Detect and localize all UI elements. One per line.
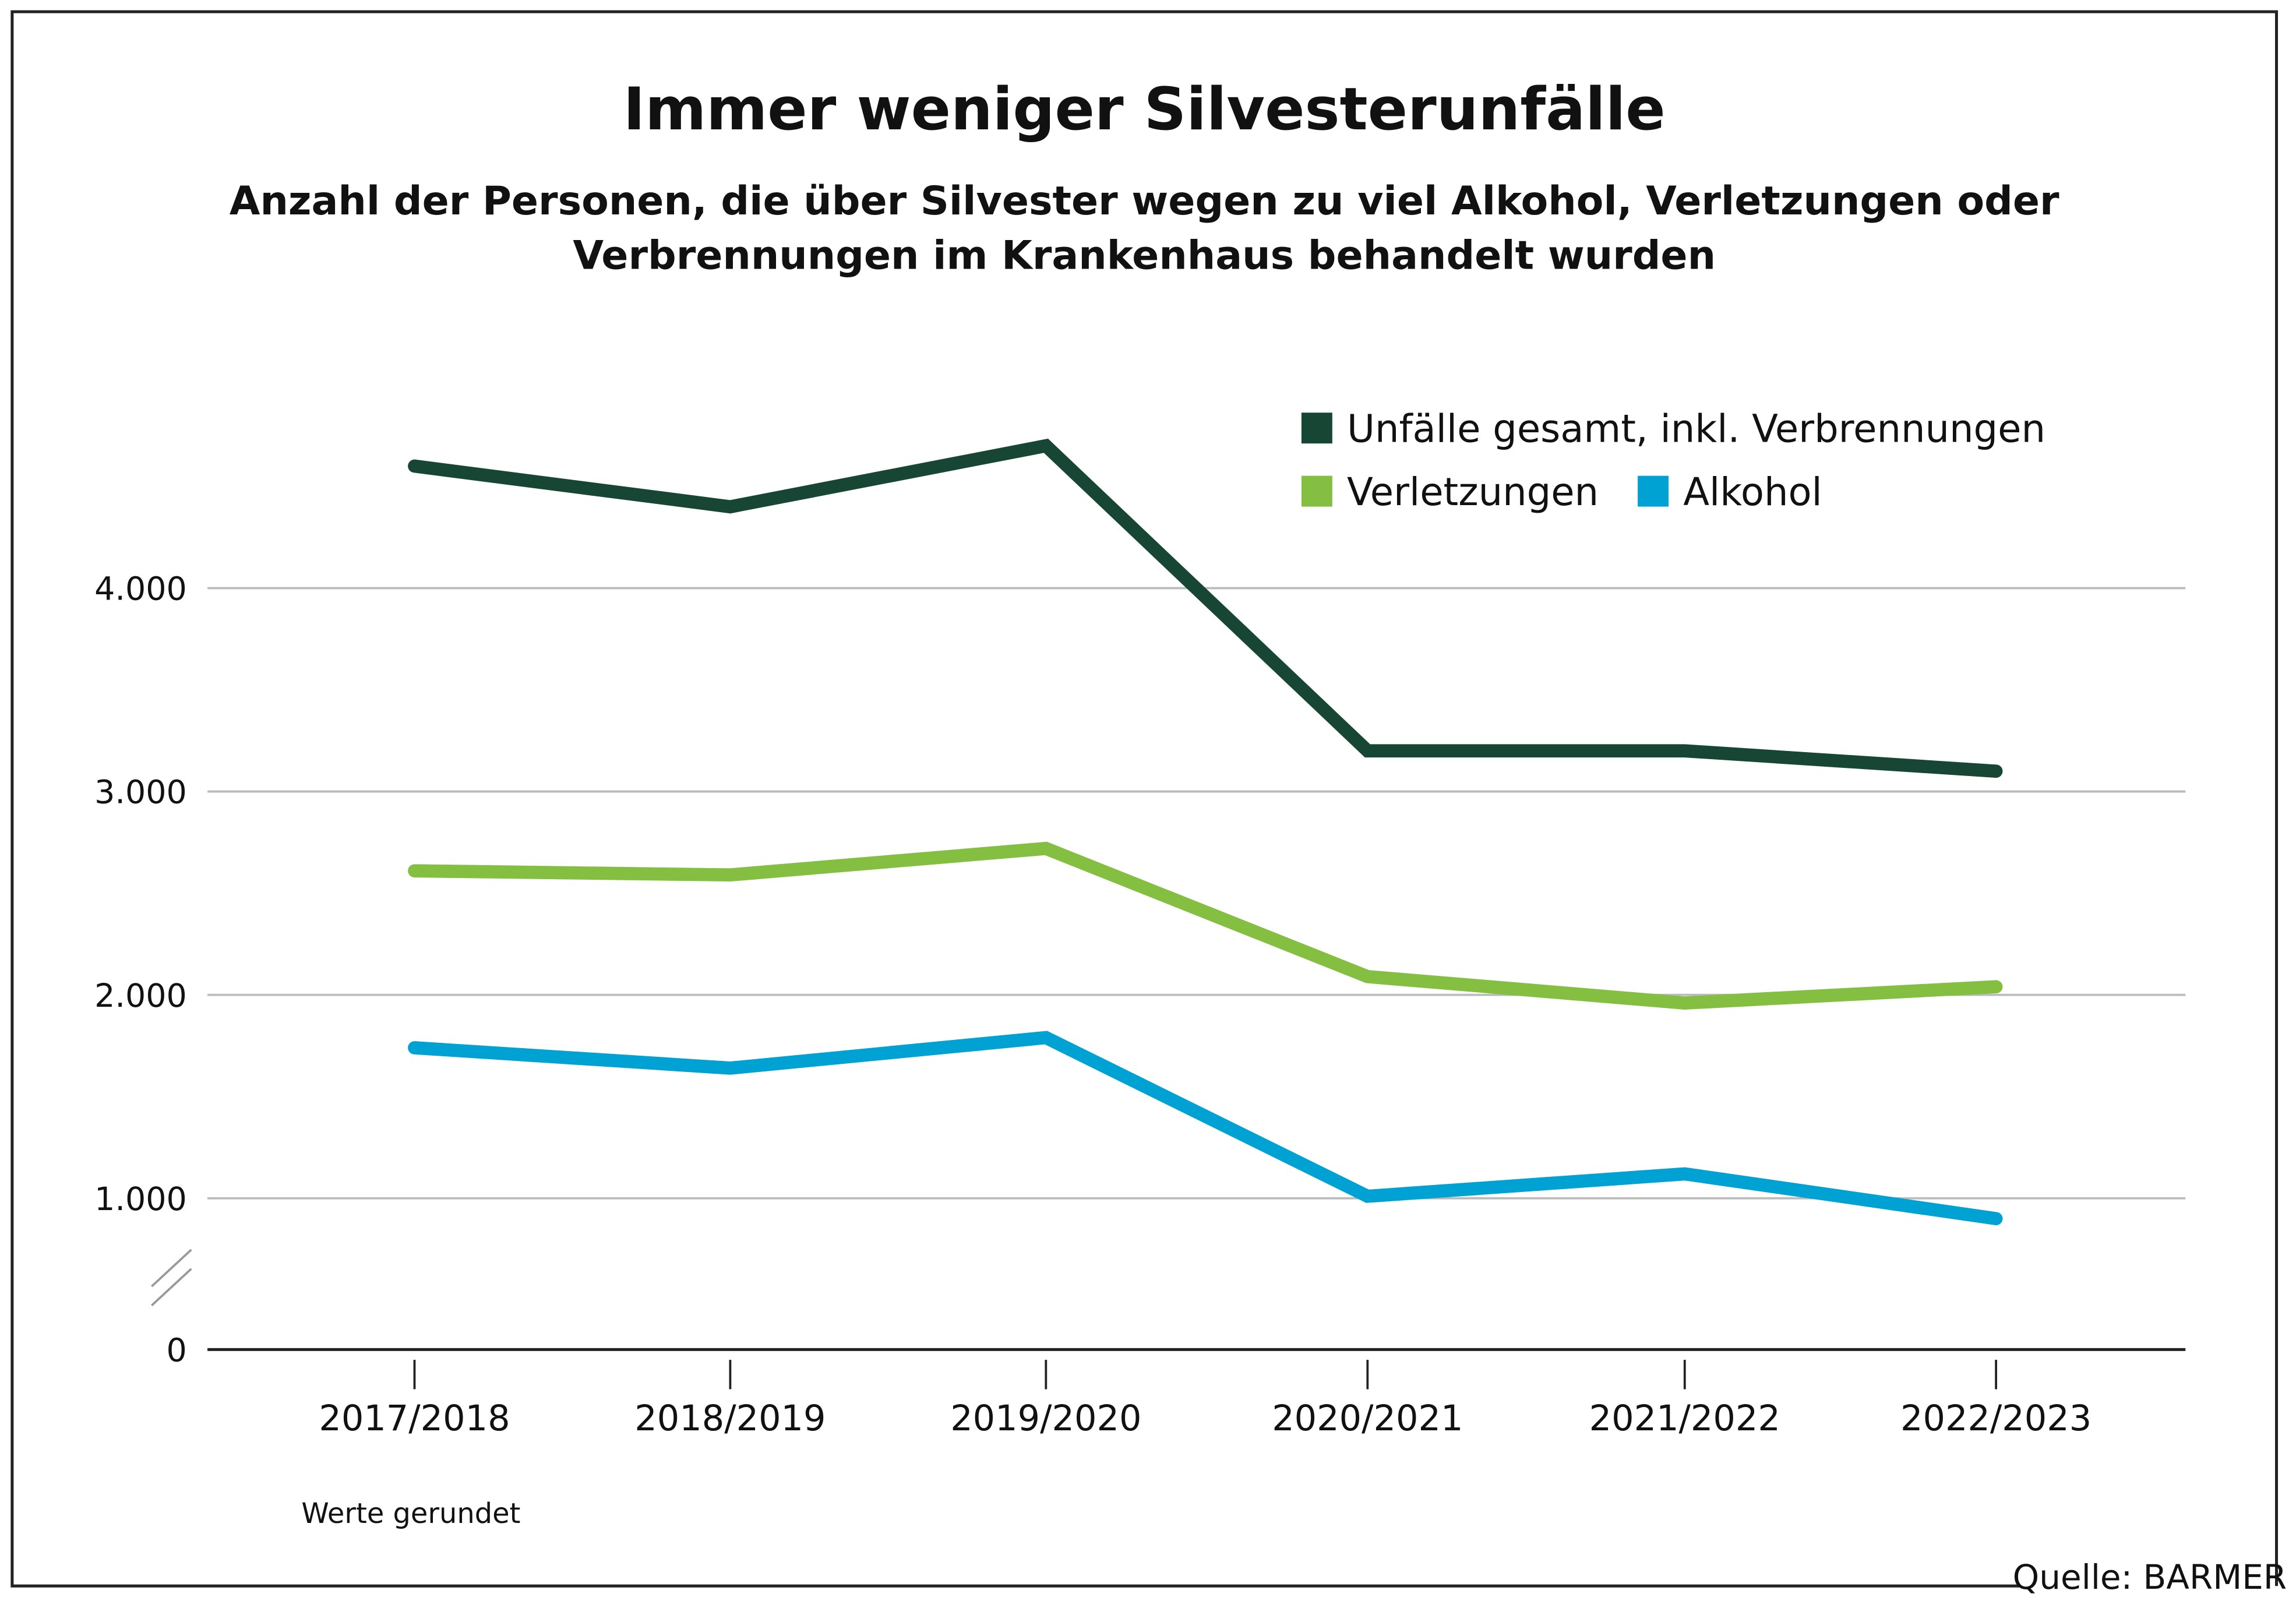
- legend: Unfälle gesamt, inkl. Verbrennungen Verl…: [1301, 407, 2045, 514]
- x-tick-label: 2022/2023: [1900, 1398, 2092, 1439]
- data-point: [730, 874, 731, 875]
- series-line: [408, 1031, 2003, 1226]
- x-tick-label: 2020/2021: [1272, 1398, 1463, 1439]
- x-tick-label: 2021/2022: [1589, 1398, 1780, 1439]
- legend-label-alkohol: Alkohol: [1683, 470, 1822, 514]
- axis-break-icon: [151, 1249, 192, 1307]
- legend-label-verletzungen: Verletzungen: [1347, 470, 1599, 514]
- data-point: [730, 1068, 731, 1069]
- legend-swatch-verletzungen: [1301, 475, 1332, 507]
- chart-subtitle-line-2: Verbrennungen im Krankenhaus behandelt w…: [573, 232, 1716, 278]
- y-tick-label: 3.000: [94, 774, 187, 812]
- source: Quelle: BARMER: [2013, 1557, 2287, 1597]
- legend-swatch-gesamt: [1301, 412, 1332, 444]
- note: Werte gerundet: [301, 1498, 520, 1530]
- frame: [10, 10, 2279, 1588]
- series-line: [408, 438, 2003, 778]
- y-tick-label: 4.000: [94, 571, 187, 608]
- data-point: [1367, 976, 1368, 977]
- y-tick-label: 1.000: [94, 1181, 187, 1218]
- legend-label-gesamt: Unfälle gesamt, inkl. Verbrennungen: [1347, 407, 2045, 452]
- legend-swatch-alkohol: [1638, 475, 1669, 507]
- data-point: [1367, 750, 1368, 752]
- data-point: [1995, 986, 1997, 987]
- data-point: [1995, 1218, 1997, 1219]
- data-point: [414, 870, 415, 871]
- y-tick-label: 0: [167, 1332, 187, 1370]
- y-tick-label: 2.000: [94, 978, 187, 1015]
- x-tick-label: 2017/2018: [319, 1398, 510, 1439]
- x-tick-label: 2019/2020: [950, 1398, 1141, 1439]
- series-line: [408, 841, 2003, 1010]
- chart-title: Immer weniger Silvesterunfälle: [623, 75, 1666, 143]
- x-tick-label: 2018/2019: [634, 1398, 826, 1439]
- chart-subtitle-line-1: Anzahl der Personen, die über Silvester …: [230, 178, 2059, 224]
- data-point: [414, 466, 415, 467]
- data-point: [1367, 1196, 1368, 1197]
